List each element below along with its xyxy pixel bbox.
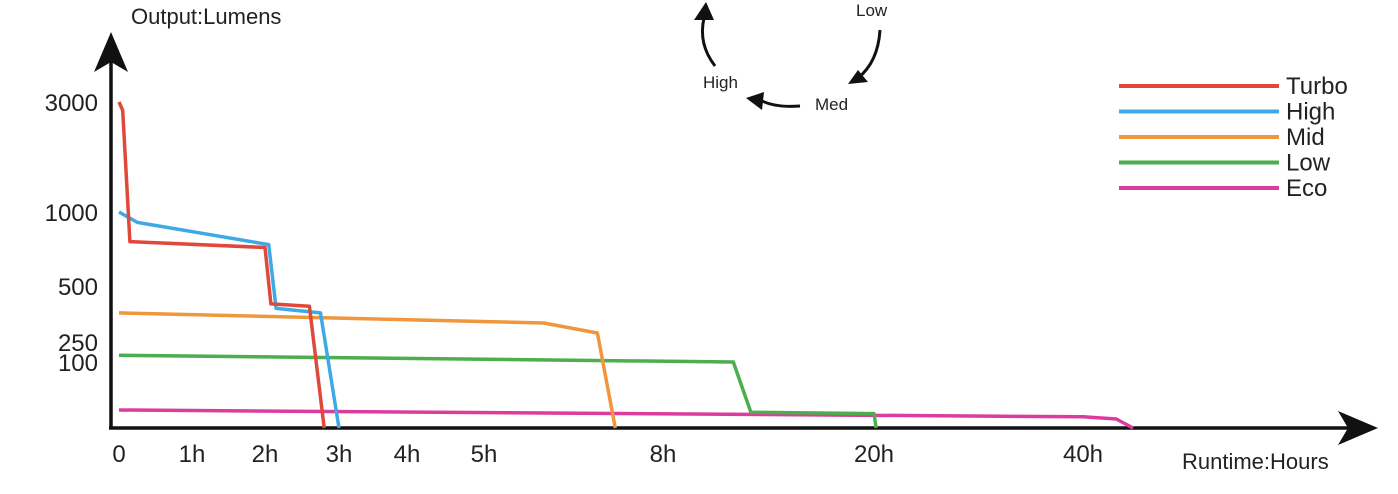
mode-label-low: Low — [856, 1, 888, 20]
arrow-med-to-high-head — [746, 92, 764, 110]
arrow-high-to-low-head — [694, 2, 714, 20]
y-tick-label: 500 — [58, 274, 98, 301]
x-axis-label: Runtime:Hours — [1182, 449, 1329, 474]
series-line-eco — [118, 408, 1134, 430]
y-tick-label: 250 — [58, 330, 98, 357]
y-axis-arrowhead — [94, 32, 128, 72]
mode-label-high: High — [703, 73, 738, 92]
x-tick-label: 4h — [394, 441, 421, 468]
axes — [94, 32, 1378, 445]
x-tick-label: 40h — [1063, 441, 1103, 468]
x-axis-arrowhead — [1338, 411, 1378, 445]
series-line-high — [118, 210, 341, 429]
x-tick-label: 20h — [854, 441, 894, 468]
y-tick-label: 3000 — [45, 90, 98, 117]
legend-label-high: High — [1286, 99, 1335, 126]
series-line-low — [118, 353, 878, 429]
x-tick-label: 5h — [471, 441, 498, 468]
legend-label-eco: Eco — [1286, 175, 1327, 202]
y-axis-label: Output:Lumens — [131, 4, 281, 29]
mode-label-med: Med — [815, 95, 848, 114]
arrow-med-to-high — [759, 98, 801, 108]
arrow-low-to-med — [857, 29, 882, 80]
legend-label-low: Low — [1286, 150, 1331, 177]
x-tick-label: 1h — [179, 441, 206, 468]
legend-label-mid: Mid — [1286, 124, 1325, 151]
x-tick-labels: 0 1h 2h 3h 4h 5h 8h 20h 40h — [112, 441, 1103, 468]
legend-label-turbo: Turbo — [1286, 73, 1348, 100]
y-tick-label: 1000 — [45, 200, 98, 227]
x-tick-label: 2h — [252, 441, 279, 468]
arrow-low-to-med-head — [848, 70, 868, 84]
x-tick-label: 3h — [326, 441, 353, 468]
x-tick-label: 0 — [112, 441, 125, 468]
y-tick-label: 100 — [58, 350, 98, 377]
series-line-turbo — [117, 101, 326, 429]
x-tick-label: 8h — [650, 441, 677, 468]
series-line-mid — [118, 311, 618, 429]
arrow-high-to-low — [700, 17, 717, 67]
mode-cycle-diagram: Low Med High — [694, 1, 888, 114]
series-lines — [117, 101, 1134, 430]
